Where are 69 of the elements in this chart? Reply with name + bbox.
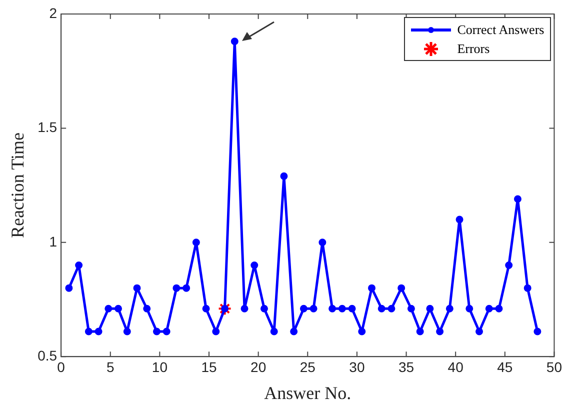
point [65, 284, 73, 292]
point [182, 284, 190, 292]
point [94, 328, 102, 336]
x-tick-label: 50 [546, 358, 562, 375]
y-axis-title: Reaction Time [8, 132, 28, 238]
point [300, 304, 308, 312]
point [524, 284, 532, 292]
point [436, 328, 444, 336]
x-tick-label: 25 [300, 358, 316, 375]
point [514, 195, 522, 203]
point [104, 304, 112, 312]
point [270, 328, 278, 336]
point [318, 238, 326, 246]
point [75, 261, 83, 269]
y-tick-label: 2 [49, 4, 58, 21]
x-tick-label: 45 [497, 358, 513, 375]
point [114, 304, 122, 312]
point [368, 284, 376, 292]
x-tick-label: 5 [106, 358, 114, 375]
point [250, 261, 258, 269]
point [348, 304, 356, 312]
point [485, 304, 493, 312]
x-tick-label: 10 [152, 358, 168, 375]
point [240, 304, 248, 312]
point [84, 328, 92, 336]
point [133, 284, 141, 292]
point [260, 304, 268, 312]
y-tick-label: 1.5 [38, 119, 58, 136]
point [398, 284, 406, 292]
point [310, 304, 318, 312]
point [378, 304, 386, 312]
point [290, 328, 298, 336]
point [426, 304, 434, 312]
point [416, 328, 424, 336]
point [495, 304, 503, 312]
x-tick-label: 30 [349, 358, 365, 375]
y-tick-label: 0.5 [38, 347, 58, 364]
point [456, 216, 464, 224]
point [388, 304, 396, 312]
point [407, 304, 415, 312]
point [123, 328, 131, 336]
y-tick-label: 1 [49, 233, 58, 250]
x-tick-label: 40 [448, 358, 464, 375]
legend-label: Errors [457, 40, 490, 56]
x-tick-label: 35 [398, 358, 414, 375]
point [505, 261, 513, 269]
x-tick-label: 20 [250, 358, 266, 375]
x-axis-title: Answer No. [264, 382, 352, 403]
point [221, 304, 229, 312]
point [230, 38, 238, 46]
point [358, 328, 366, 336]
point [143, 304, 151, 312]
point [172, 284, 180, 292]
point [328, 304, 336, 312]
point [534, 328, 542, 336]
x-tick-label: 15 [201, 358, 218, 375]
point [212, 328, 220, 336]
point [202, 304, 210, 312]
point [162, 328, 170, 336]
point [152, 328, 160, 336]
point [476, 328, 484, 336]
point [338, 304, 346, 312]
legend-label: Correct Answers [457, 22, 544, 38]
x-tick-label: 0 [57, 358, 66, 375]
point [280, 172, 288, 180]
point [466, 304, 474, 312]
point [192, 238, 200, 246]
point [446, 304, 454, 312]
point [218, 302, 232, 316]
